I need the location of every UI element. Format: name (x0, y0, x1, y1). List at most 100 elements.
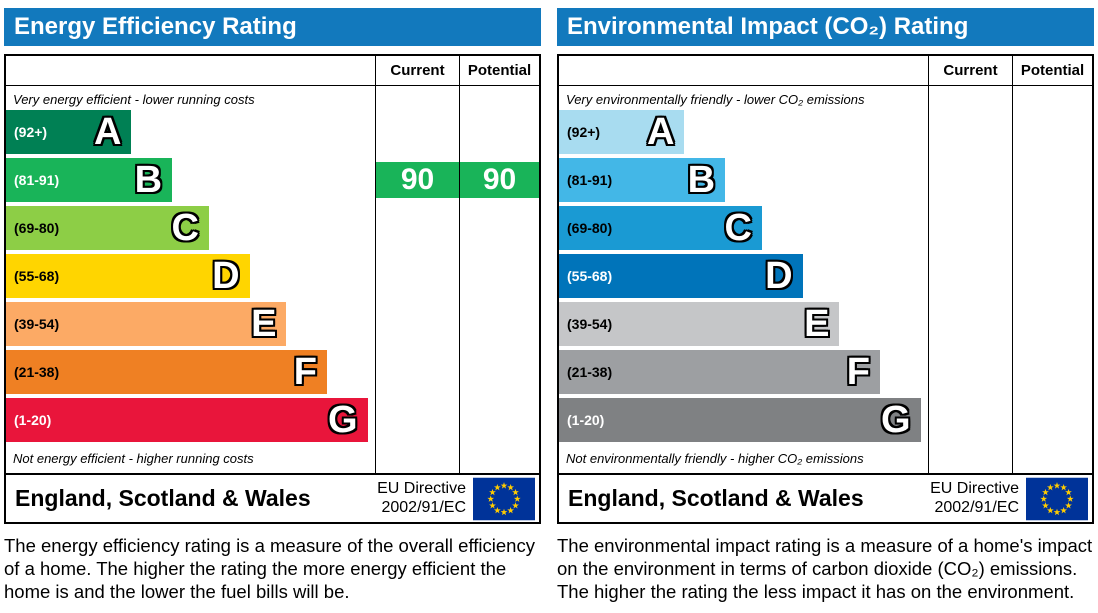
band-range-label: (39-54) (567, 316, 613, 332)
chart-header-spacer (559, 56, 928, 85)
eu-directive-line1: EU Directive (377, 479, 466, 497)
rating-band-e: (39-54) E (6, 302, 287, 346)
band-row-f: (21-38) F (6, 350, 375, 394)
energy-rating-chart: Current Potential Very energy efficient … (4, 54, 541, 475)
band-letter: E (251, 303, 277, 345)
band-letter: E (804, 303, 830, 345)
band-range-label: (92+) (567, 124, 601, 140)
panel-environmental-impact: Environmental Impact (CO₂) Rating Curren… (557, 8, 1094, 603)
eu-directive-line2: 2002/91/EC (934, 498, 1019, 516)
caption-top: Very environmentally friendly - lower CO… (566, 92, 865, 107)
band-letter: G (328, 399, 358, 441)
rating-band-g: (1-20) G (6, 398, 368, 442)
rating-band-f: (21-38) F (559, 350, 881, 394)
band-row-d: (55-68) D (6, 254, 375, 298)
band-range-label: (81-91) (567, 172, 613, 188)
caption-top: Very energy efficient - lower running co… (13, 92, 255, 107)
band-row-c: (69-80) C (559, 206, 928, 250)
band-letter: C (171, 207, 199, 249)
band-row-a: (92+) A (6, 110, 375, 154)
band-row-b: (81-91) B (559, 158, 928, 202)
band-letter: D (765, 255, 793, 297)
panel-footer: England, Scotland & Wales EU Directive 2… (4, 474, 541, 524)
band-range-label: (81-91) (14, 172, 60, 188)
band-letter: B (687, 159, 716, 201)
eu-flag (473, 477, 535, 521)
band-row-g: (1-20) G (6, 398, 375, 442)
band-range-label: (21-38) (567, 364, 613, 380)
band-letter: G (881, 399, 911, 441)
chart-body: Very environmentally friendly - lower CO… (559, 86, 1092, 473)
band-row-e: (39-54) E (6, 302, 375, 346)
co2-rating-chart: Current Potential Very environmentally f… (557, 54, 1094, 475)
current-column-header: Current (928, 56, 1012, 85)
band-range-label: (1-20) (14, 412, 52, 428)
band-range-label: (69-80) (567, 220, 613, 236)
band-range-label: (55-68) (567, 268, 613, 284)
band-row-e: (39-54) E (559, 302, 928, 346)
eu-directive-label: EU Directive 2002/91/EC (930, 480, 1019, 518)
current-column: 90 (375, 86, 459, 473)
potential-rating-indicator: 90 (460, 162, 539, 198)
current-rating-indicator: 90 (376, 162, 459, 198)
panel-energy-efficiency: Energy Efficiency Rating Current Potenti… (4, 8, 541, 603)
band-row-g: (1-20) G (559, 398, 928, 442)
potential-column-header: Potential (459, 56, 539, 85)
potential-column (1012, 86, 1092, 473)
caption-bottom: Not environmentally friendly - higher CO… (566, 451, 864, 466)
band-letter: A (94, 111, 122, 153)
band-letter: F (293, 351, 318, 393)
band-letter: A (647, 111, 675, 153)
rating-band-a: (92+) A (559, 110, 685, 154)
band-row-f: (21-38) F (559, 350, 928, 394)
eu-directive-line1: EU Directive (930, 479, 1019, 497)
panel-title-energy: Energy Efficiency Rating (4, 8, 541, 46)
band-range-label: (21-38) (14, 364, 60, 380)
rating-band-c: (69-80) C (559, 206, 762, 250)
panel-footer: England, Scotland & Wales EU Directive 2… (557, 474, 1094, 524)
energy-rating-description: The energy efficiency rating is a measur… (4, 535, 535, 603)
rating-band-e: (39-54) E (559, 302, 840, 346)
current-column-header: Current (375, 56, 459, 85)
chart-header-row: Current Potential (6, 56, 539, 86)
chart-body: Very energy efficient - lower running co… (6, 86, 539, 473)
band-range-label: (1-20) (567, 412, 605, 428)
band-letter: C (724, 207, 752, 249)
band-row-a: (92+) A (559, 110, 928, 154)
band-letter: B (134, 159, 163, 201)
rating-bands-column: Very energy efficient - lower running co… (6, 86, 375, 473)
band-range-label: (69-80) (14, 220, 60, 236)
potential-column-header: Potential (1012, 56, 1092, 85)
rating-band-d: (55-68) D (559, 254, 803, 298)
rating-band-f: (21-38) F (6, 350, 328, 394)
caption-bottom: Not energy efficient - higher running co… (13, 451, 254, 466)
region-label: England, Scotland & Wales (568, 485, 864, 511)
chart-header-row: Current Potential (559, 56, 1092, 86)
panel-title-environmental: Environmental Impact (CO₂) Rating (557, 8, 1094, 46)
eu-directive-label: EU Directive 2002/91/EC (377, 480, 466, 518)
band-row-d: (55-68) D (559, 254, 928, 298)
rating-band-c: (69-80) C (6, 206, 209, 250)
current-column (928, 86, 1012, 473)
eu-flag-icon (1026, 477, 1088, 520)
rating-band-b: (81-91) B (559, 158, 726, 202)
chart-header-spacer (6, 56, 375, 85)
eu-directive-line2: 2002/91/EC (381, 498, 466, 516)
eu-flag-icon (473, 477, 535, 520)
band-letter: F (846, 351, 871, 393)
band-row-b: (81-91) B (6, 158, 375, 202)
band-row-c: (69-80) C (6, 206, 375, 250)
environmental-rating-description: The environmental impact rating is a mea… (557, 535, 1093, 603)
rating-band-a: (92+) A (6, 110, 132, 154)
rating-band-d: (55-68) D (6, 254, 250, 298)
rating-bands-column: Very environmentally friendly - lower CO… (559, 86, 928, 473)
rating-band-g: (1-20) G (559, 398, 921, 442)
rating-band-b: (81-91) B (6, 158, 173, 202)
band-letter: D (212, 255, 240, 297)
band-range-label: (39-54) (14, 316, 60, 332)
potential-column: 90 (459, 86, 539, 473)
band-range-label: (55-68) (14, 268, 60, 284)
band-range-label: (92+) (14, 124, 48, 140)
region-label: England, Scotland & Wales (15, 485, 311, 511)
